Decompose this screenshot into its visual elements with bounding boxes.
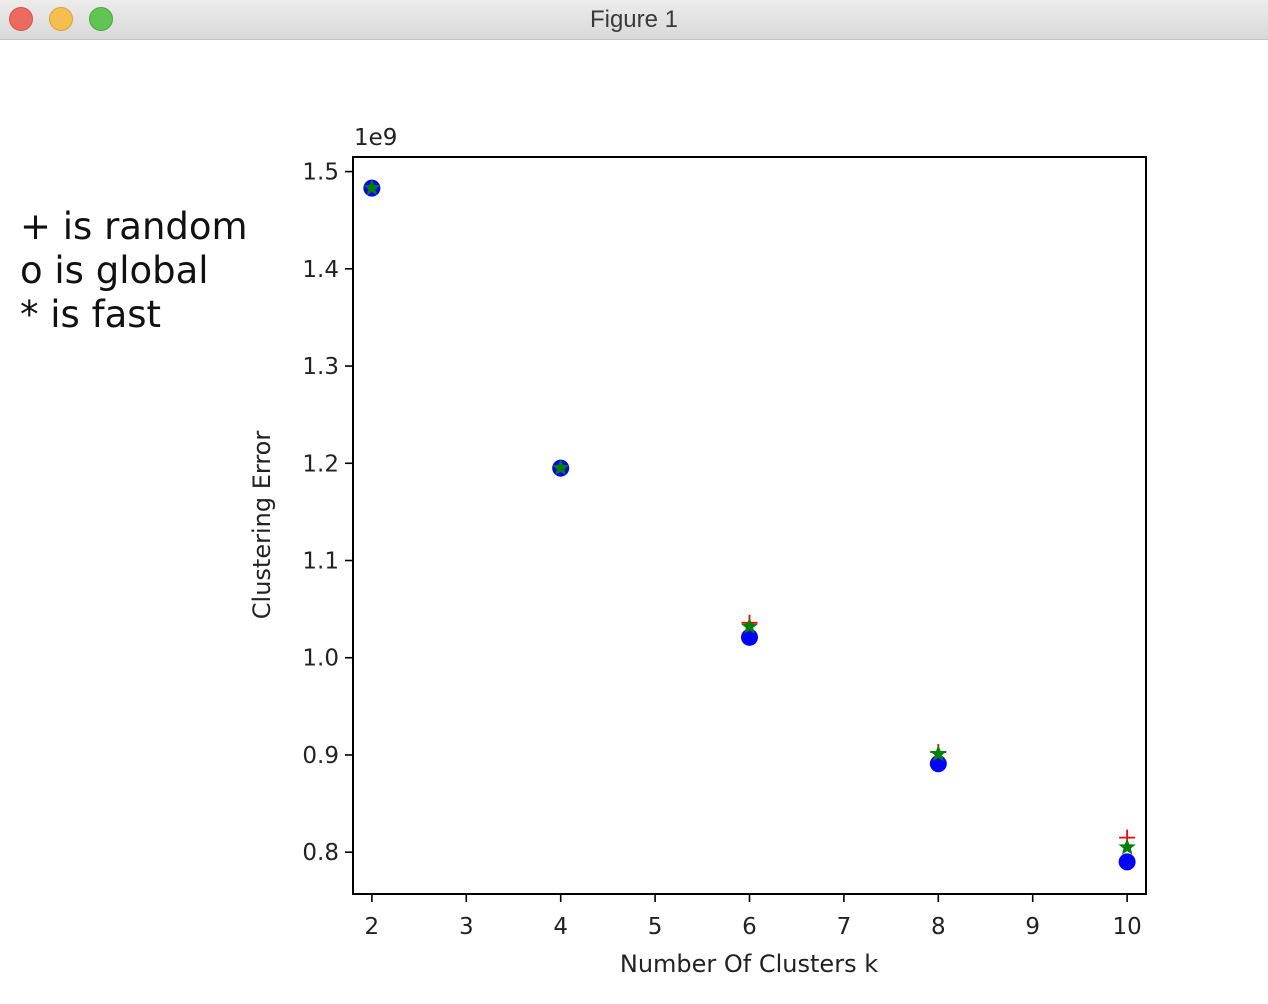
annotation-line-fast: * is fast (20, 293, 162, 336)
window-minimize-button[interactable] (49, 7, 73, 31)
axes-frame (352, 156, 1147, 895)
x-tick-label: 10 (1112, 914, 1141, 940)
annotation-line-random: + is random (20, 205, 248, 248)
y-tick-label: 1.1 (302, 549, 339, 575)
x-tick-label: 4 (553, 914, 568, 940)
window-maximize-button[interactable] (89, 7, 113, 31)
y-tick-label: 0.9 (302, 743, 339, 769)
x-axis-label: Number Of Clusters k (620, 950, 878, 978)
x-tick-label: 7 (837, 914, 852, 940)
y-offset-text: 1e9 (354, 125, 397, 151)
y-tick-label: 1.5 (302, 160, 339, 186)
y-axis-label: Clustering Error (248, 431, 276, 620)
x-tick-label: 5 (648, 914, 663, 940)
data-point-global (741, 628, 758, 646)
y-tick-label: 1.2 (302, 451, 339, 477)
y-tick-label: 1.4 (302, 257, 339, 283)
x-tick-label: 6 (742, 914, 757, 940)
data-point-fast (929, 744, 947, 762)
x-tick-label: 9 (1025, 914, 1040, 940)
marker-annotation: + is random o is global * is fast (20, 205, 248, 337)
window-title: Figure 1 (589, 6, 679, 33)
data-point-fast (552, 459, 570, 476)
x-tick-label: 8 (931, 914, 946, 940)
ticks-layer: 2 3 4 5 6 7 8 9 10 0.8 0.9 1.0 1.1 1.2 1.3 1.4 1.5 (302, 160, 1141, 940)
data-point-fast (740, 617, 759, 634)
data-point-fast (1118, 838, 1136, 855)
y-tick-label: 1.3 (302, 354, 339, 380)
window-close-button[interactable] (9, 7, 33, 31)
annotation-line-global: o is global (20, 249, 209, 292)
plot-layer (363, 179, 1136, 871)
x-tick-label: 2 (365, 914, 380, 940)
window-titlebar: Figure 1 (0, 0, 1268, 40)
data-point-global (1118, 853, 1136, 871)
data-point-fast (363, 179, 381, 196)
x-tick-label: 3 (459, 914, 474, 940)
y-tick-label: 1.0 (302, 646, 339, 672)
y-tick-label: 0.8 (302, 840, 339, 866)
